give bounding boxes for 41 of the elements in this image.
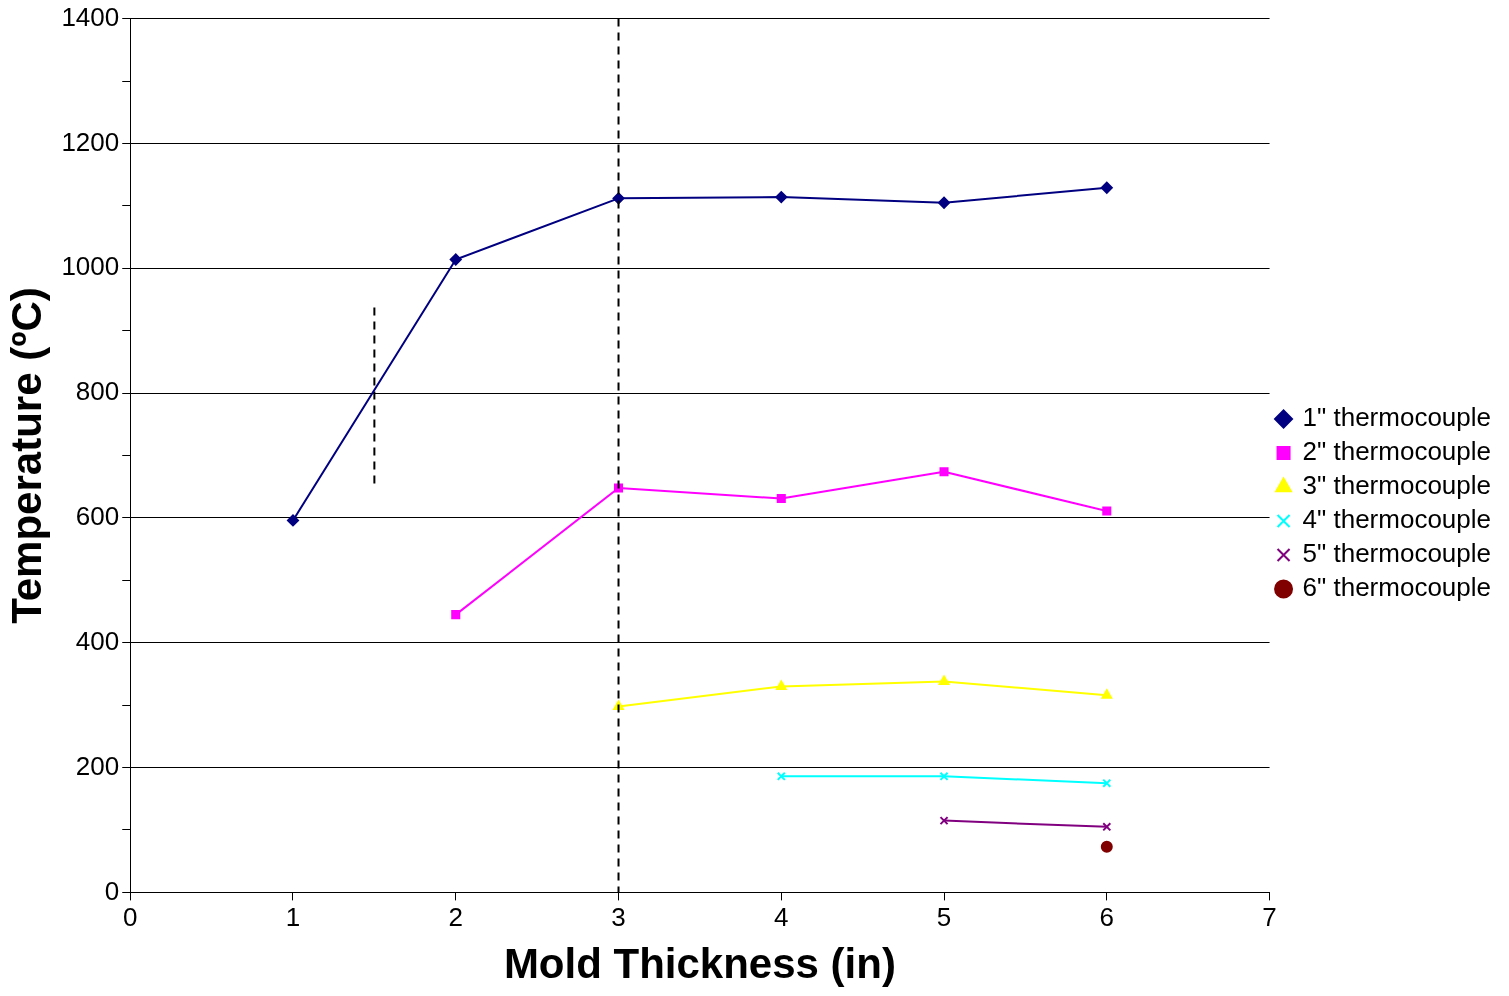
x-tick-label: 3 <box>611 902 626 933</box>
y-tick-label: 200 <box>75 750 120 781</box>
point <box>451 610 461 620</box>
y-tick-label: 0 <box>104 875 120 906</box>
y-tick-label: 800 <box>75 376 120 407</box>
y-axis-title: Temperature (ºC) <box>2 287 50 624</box>
x-tick-label: 6 <box>1099 902 1115 933</box>
x-tick-label: 5 <box>936 902 952 933</box>
point <box>775 191 788 204</box>
y-tick-label: 400 <box>75 625 120 656</box>
x-axis-title: Mold Thickness (in) <box>503 940 896 988</box>
point <box>775 680 787 690</box>
legend-label: 6" thermocouple <box>1302 572 1491 603</box>
point <box>287 514 299 527</box>
point <box>938 196 951 209</box>
point <box>1102 506 1112 516</box>
legend-label: 4" thermocouple <box>1302 504 1491 535</box>
y-tick-label: 1200 <box>61 126 120 157</box>
point <box>1101 689 1113 699</box>
point <box>939 771 949 781</box>
point <box>938 675 950 685</box>
legend-label: 5" thermocouple <box>1302 538 1491 569</box>
point <box>939 816 949 826</box>
point <box>776 494 786 504</box>
point <box>939 467 949 477</box>
point <box>1100 840 1113 853</box>
point <box>1102 822 1112 832</box>
legend-label: 2" thermocouple <box>1302 436 1491 467</box>
point <box>1102 778 1112 788</box>
y-tick-label: 1000 <box>61 251 120 282</box>
y-tick-label: 600 <box>75 501 120 532</box>
x-tick-label: 7 <box>1262 902 1277 933</box>
point <box>1100 181 1113 194</box>
y-tick-label: 1400 <box>61 1 120 32</box>
x-tick-label: 2 <box>448 902 463 933</box>
legend-label: 1" thermocouple <box>1302 402 1491 433</box>
legend-label: 3" thermocouple <box>1302 470 1491 501</box>
point <box>776 771 786 781</box>
point <box>449 253 462 266</box>
x-tick-label: 1 <box>285 902 301 933</box>
x-tick-label: 4 <box>774 902 789 933</box>
